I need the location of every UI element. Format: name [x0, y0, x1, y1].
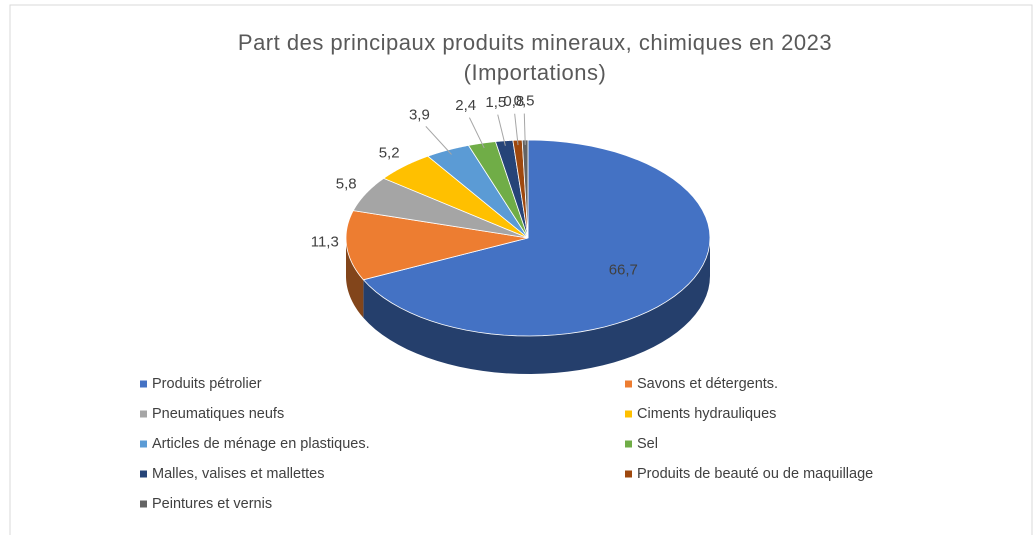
slice-top [345, 210, 529, 281]
slice-top [352, 177, 529, 239]
slice [352, 177, 529, 239]
data-label: 0,5 [514, 93, 535, 110]
slice [382, 155, 529, 239]
legend-label: Sel [637, 436, 658, 452]
data-label: 0,8 [503, 93, 524, 110]
data-label: 5,8 [336, 175, 357, 192]
legend-swatch [625, 410, 632, 418]
leader-line [514, 113, 519, 146]
data-label: 1,5 [485, 94, 506, 111]
legend-swatch [140, 470, 147, 478]
legend-swatch [625, 470, 632, 478]
leader-line [425, 126, 452, 155]
leader-line [523, 113, 526, 145]
data-label: 11,3 [311, 234, 339, 251]
legend-swatch [625, 440, 632, 448]
legend-swatch [140, 500, 147, 508]
leader-line [468, 117, 485, 149]
data-label: 3,9 [409, 106, 430, 123]
legend-label: Ciments hydrauliques [637, 406, 776, 422]
slice-top [362, 139, 711, 337]
legend-swatch [625, 380, 632, 388]
data-label: 5,2 [379, 145, 400, 162]
legend-swatch [140, 410, 147, 418]
slice-side [363, 238, 710, 374]
chart-subtitle: (Importations) [464, 60, 607, 85]
legend-label: Savons et détergents. [637, 376, 778, 392]
legend-label: Articles de ménage en plastiques. [152, 436, 370, 452]
slice-top [382, 155, 529, 239]
slice [345, 210, 529, 318]
slice-side [346, 238, 364, 318]
leader-line [497, 114, 506, 146]
chart-title: Part des principaux produits mineraux, c… [238, 30, 832, 55]
legend-label: Malles, valises et mallettes [152, 466, 324, 482]
legend-swatch [140, 380, 147, 388]
data-label: 66,7 [609, 262, 638, 279]
legend-label: Produits pétrolier [152, 376, 262, 392]
legend-label: Pneumatiques neufs [152, 406, 284, 422]
slice [362, 139, 711, 374]
legend-label: Produits de beauté ou de maquillage [637, 466, 873, 482]
legend-swatch [140, 440, 147, 448]
legend-label: Peintures et vernis [152, 496, 272, 512]
data-label: 2,4 [455, 97, 476, 114]
